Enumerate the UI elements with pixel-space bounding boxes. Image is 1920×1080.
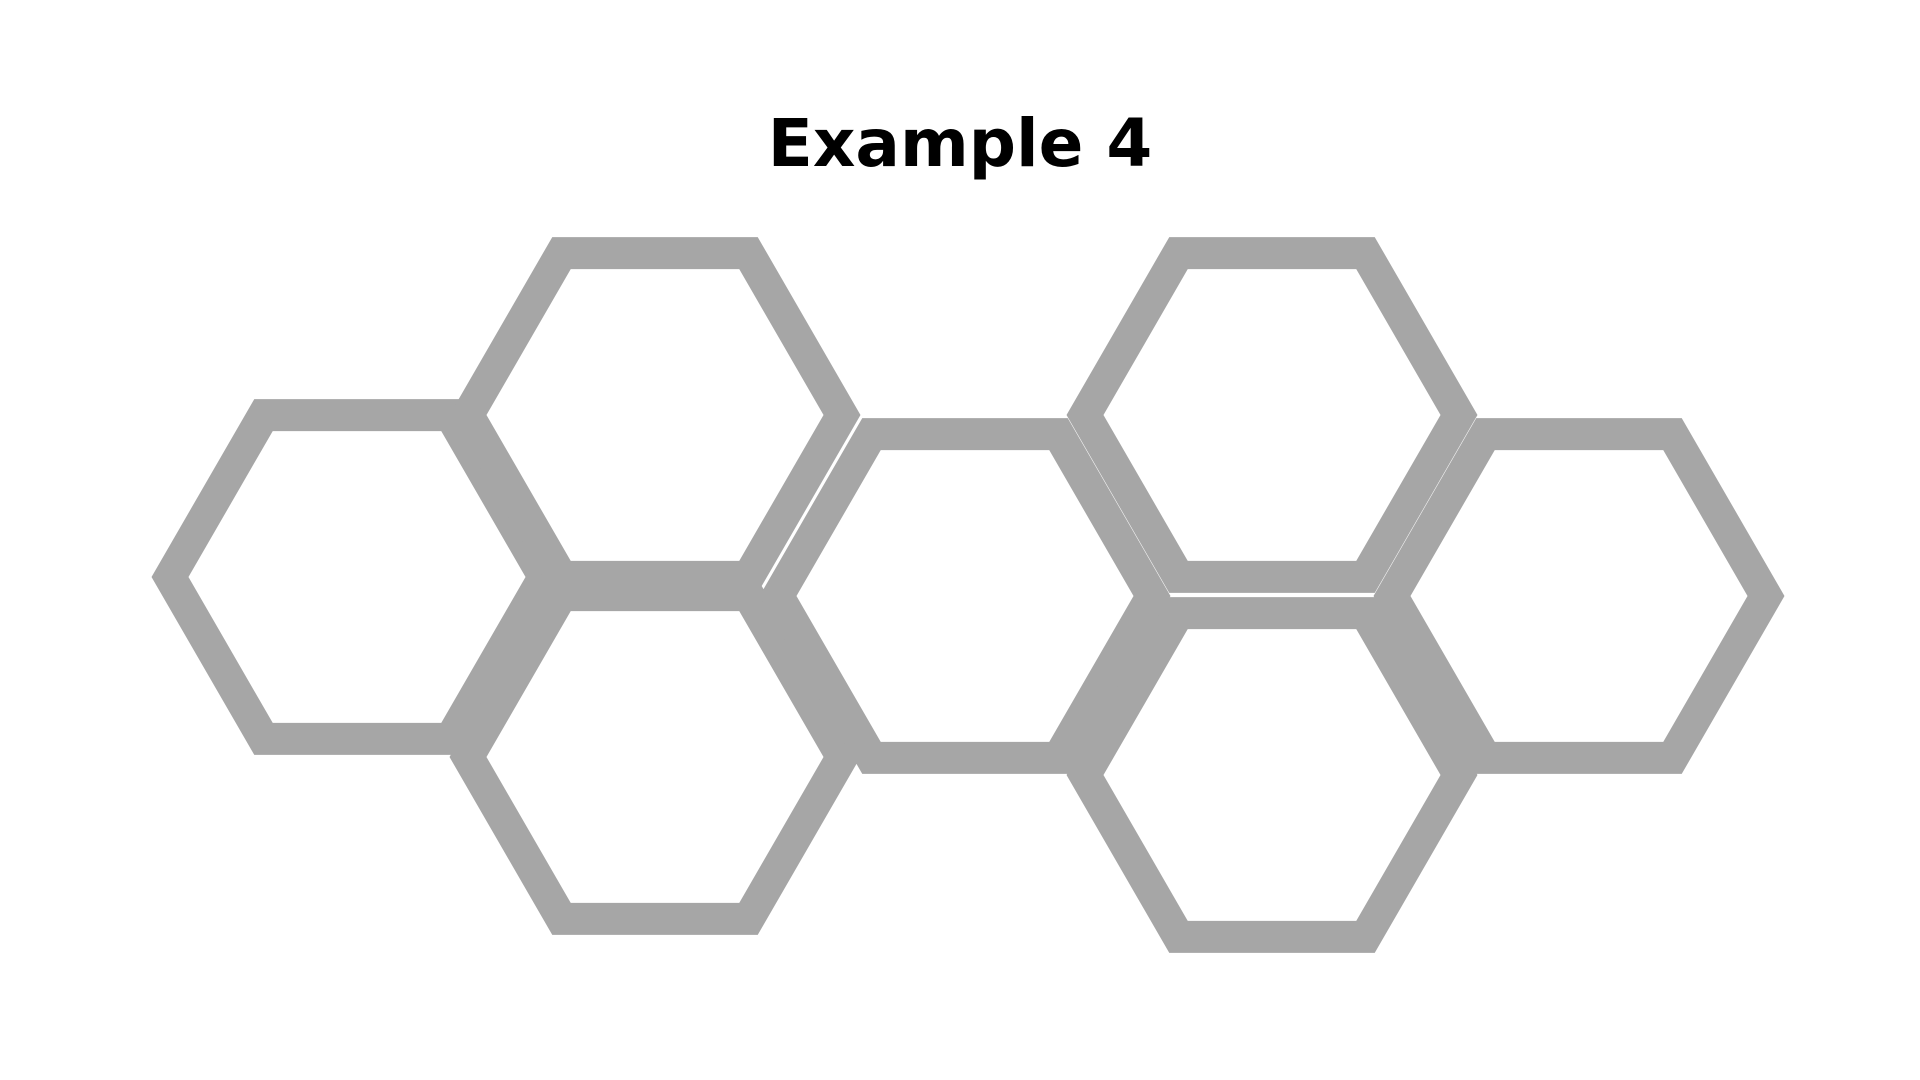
hexagon-5 [1066, 237, 1478, 593]
page-title: Example 4 [767, 105, 1153, 182]
hexagon-6 [1066, 597, 1478, 953]
hexagon-4 [759, 418, 1171, 774]
hexagon-7 [1373, 418, 1785, 774]
hexagon-3 [449, 579, 861, 935]
hexagon-2 [449, 237, 861, 593]
